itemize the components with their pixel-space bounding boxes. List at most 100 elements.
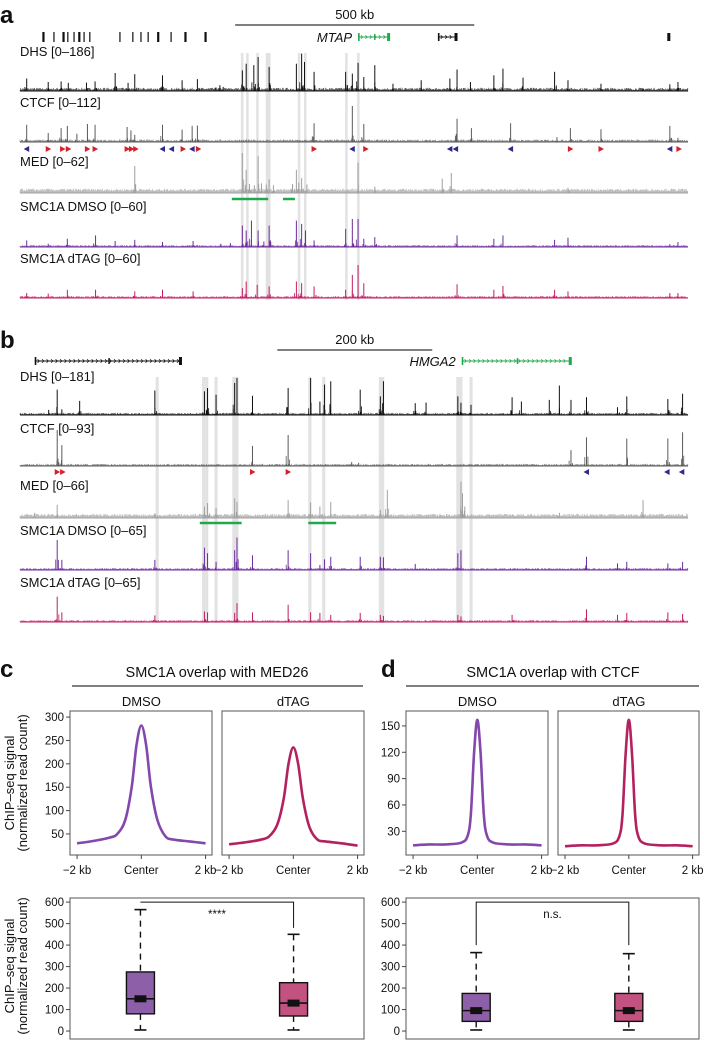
y-tick-label: 300 [381,962,400,974]
x-tick-label: −2 kb [63,865,91,877]
gene-exon [568,357,572,365]
boxplot-panel-c: ChIP–seq signal(normalized read count) 0 1… [2,897,365,1040]
strand-arrow-icon [86,358,90,364]
y-tick-label: 50 [51,829,64,841]
strand-arrow-icon [440,34,444,40]
strand-arrow-icon [122,358,126,364]
y-tick-label: 100 [45,806,64,818]
gene-exon-mark [157,32,160,42]
strand-arrow-icon [464,358,468,364]
track-smc1a-dmso: SMC1A DMSO [0–65] [19,523,689,571]
strand-arrow-icon [149,358,153,364]
y-tick-label: 200 [45,983,64,995]
gene-exon [516,358,519,364]
facet-label: dTAG [277,694,310,709]
ctcf-motif-forward-icon [54,469,61,475]
strand-arrow-icon [473,358,477,364]
y-tick-label: 60 [387,800,400,812]
strand-arrow-icon [527,358,531,364]
ctcf-motif-reverse-icon [666,146,673,152]
gene-exon-mark [184,32,187,42]
gene-exon [34,357,37,365]
x-tick-label: −2 kb [399,865,427,877]
box-iqr [125,971,156,1015]
track-label: SMC1A dTAG [0–60] [20,251,140,266]
chart-title: SMC1A overlap with CTCF [466,665,639,681]
y-axis-title: (normalized read count) [15,897,30,1034]
strand-arrow-icon [104,358,108,364]
strand-arrow-icon [59,358,63,364]
ctcf-motif-reverse-icon [583,469,589,475]
significance-bracket [140,901,295,928]
median-notch [622,1007,635,1015]
strand-arrow-icon [163,358,167,364]
y-tick-label: 500 [45,919,64,931]
ctcf-motif-reverse-icon [159,146,165,152]
ctcf-motif-forward-icon [60,469,66,475]
strand-arrow-icon [95,358,99,364]
facet-label: DMSO [122,694,161,709]
strand-arrow-icon [136,358,140,364]
ctcf-motif-forward-icon [285,469,292,475]
y-tick-label: 100 [381,1005,400,1017]
gene-exon-mark [89,32,91,42]
ctcf-motif-forward-icon [567,146,574,152]
strand-arrow-icon [145,358,149,364]
strand-arrow-icon [73,358,77,364]
track-label: SMC1A DMSO [0–60] [20,199,146,214]
track-label: SMC1A dTAG [0–65] [20,575,140,590]
gene-model [437,33,458,41]
gene-exon [108,358,110,364]
track-med: MED [0–62] [19,153,689,194]
ctcf-motif-forward-icon [92,146,99,152]
track-smc1a-dtag: SMC1A dTAG [0–65] [19,575,689,623]
strand-arrow-icon [127,358,131,364]
y-tick-label: 250 [45,735,64,747]
track-ctcf: CTCF [0–112] [19,95,689,143]
track-label: CTCF [0–93] [20,421,94,436]
highlight-region [345,53,348,300]
track-background-signal [19,412,689,415]
gene-exon [387,33,391,41]
box-iqr [278,981,309,1017]
gene-exon [374,34,376,40]
box-dtag [278,933,309,1031]
ctcf-motif-reverse-icon [349,146,355,152]
gene-exon-mark [140,32,142,42]
strand-arrow-icon [468,358,472,364]
gene-exon-mark [53,32,55,42]
ctcf-motif-forward-icon [180,146,187,152]
y-tick-label: 0 [394,1026,400,1038]
scale-bar-label: 500 kb [335,7,374,22]
genome-browser-panel-a: 500 kb MTAP DHS [0–186] CTCF [0–112] MED [0–… [19,7,689,300]
x-tick-label: 2 kb [682,865,704,877]
plot-frame [69,897,365,1040]
gene-exon-mark [119,32,121,42]
gene-exon-mark [67,32,69,42]
gene-model [461,357,572,365]
strand-arrow-icon [522,358,526,364]
strand-arrow-icon [495,358,499,364]
ctcf-motif-reverse-icon [189,146,195,152]
strand-arrow-icon [482,358,486,364]
x-tick-label: Center [612,865,647,877]
ctcf-motif-forward-icon [133,146,139,152]
median-notch [470,1007,483,1015]
highlight-region [378,377,382,623]
chart-title: SMC1A overlap with MED26 [126,665,309,681]
strand-arrow-icon [91,358,95,364]
highlight-region [155,377,159,623]
y-tick-label: 0 [58,1026,64,1038]
significance-label: n.s. [543,909,562,921]
track-label: SMC1A DMSO [0–65] [20,523,146,538]
ctcf-motif-forward-icon [65,146,72,152]
strand-arrow-icon [369,34,373,40]
plot-frame [557,710,700,856]
ctcf-motif-forward-icon [598,146,604,152]
highlight-region [232,377,236,623]
y-tick-label: 200 [381,983,400,995]
highlight-region [256,53,259,300]
median-notch [134,995,147,1003]
highlight-region [304,53,307,300]
box-iqr [461,992,491,1023]
